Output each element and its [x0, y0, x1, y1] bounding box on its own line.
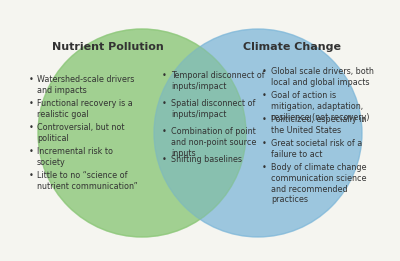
- Circle shape: [38, 29, 246, 237]
- Text: •: •: [262, 115, 267, 124]
- Text: Global scale drivers, both
local and global impacts: Global scale drivers, both local and glo…: [271, 67, 374, 87]
- Text: Combination of point
and non-point source
inputs: Combination of point and non-point sourc…: [171, 127, 256, 157]
- Circle shape: [154, 29, 362, 237]
- Text: •: •: [29, 123, 34, 132]
- Text: •: •: [162, 99, 167, 108]
- Text: •: •: [262, 91, 267, 100]
- Text: Temporal disconnect of
inputs/impact: Temporal disconnect of inputs/impact: [171, 71, 265, 91]
- Text: Controversial, but not
political: Controversial, but not political: [37, 123, 124, 143]
- Text: •: •: [29, 147, 34, 156]
- Text: Climate Change: Climate Change: [243, 42, 341, 52]
- Text: Politicized, especially in
the United States: Politicized, especially in the United St…: [271, 115, 366, 135]
- Text: Goal of action is
mitigation, adaptation,
resilience (not recovery): Goal of action is mitigation, adaptation…: [271, 91, 370, 122]
- Text: Nutrient Pollution: Nutrient Pollution: [52, 42, 164, 52]
- Text: •: •: [262, 139, 267, 148]
- Text: •: •: [162, 127, 167, 136]
- Text: •: •: [29, 75, 34, 84]
- Text: Incremental risk to
society: Incremental risk to society: [37, 147, 113, 167]
- Text: Shifting baselines: Shifting baselines: [171, 155, 242, 164]
- Text: Great societal risk of a
failure to act: Great societal risk of a failure to act: [271, 139, 362, 159]
- Text: Spatial disconnect of
inputs/impact: Spatial disconnect of inputs/impact: [171, 99, 256, 119]
- Text: •: •: [29, 99, 34, 108]
- Text: •: •: [29, 171, 34, 180]
- Text: •: •: [262, 67, 267, 76]
- Text: •: •: [262, 163, 267, 172]
- Circle shape: [38, 29, 246, 237]
- Text: Body of climate change
communication science
and recommended
practices: Body of climate change communication sci…: [271, 163, 367, 204]
- Text: •: •: [162, 155, 167, 164]
- Text: •: •: [162, 71, 167, 80]
- Text: Functional recovery is a
realistic goal: Functional recovery is a realistic goal: [37, 99, 132, 119]
- Text: Little to no “science of
nutrient communication”: Little to no “science of nutrient commun…: [37, 171, 138, 191]
- Text: Watershed-scale drivers
and impacts: Watershed-scale drivers and impacts: [37, 75, 134, 95]
